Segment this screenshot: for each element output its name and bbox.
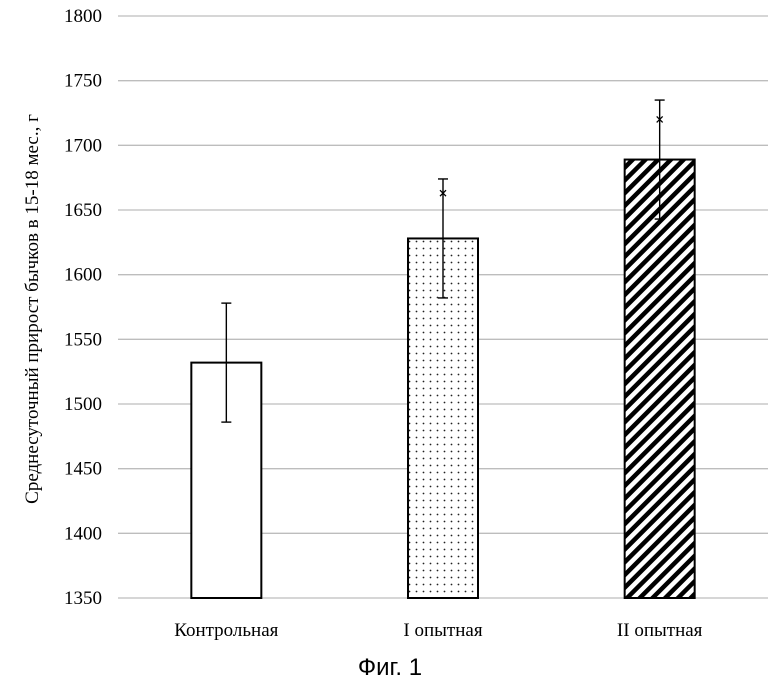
y-tick-label: 1450	[64, 459, 102, 480]
figure-caption: Фиг. 1	[0, 654, 780, 682]
x-axis-categories: Контрольная I опытная II опытная	[174, 620, 702, 641]
y-axis-ticks: 1350 1400 1450 1500 1550 1600 1650 1700 1750 1800	[64, 6, 102, 609]
y-tick-label: 1350	[64, 588, 102, 609]
y-tick-label: 1500	[64, 394, 102, 415]
y-tick-label: 1400	[64, 523, 102, 544]
y-tick-label: 1650	[64, 200, 102, 221]
x-category-label: I опытная	[403, 620, 482, 641]
bars	[191, 100, 694, 598]
y-tick-label: 1700	[64, 135, 102, 156]
x-category-label: Контрольная	[174, 620, 278, 641]
y-tick-label: 1800	[64, 6, 102, 27]
y-tick-label: 1600	[64, 265, 102, 286]
y-tick-label: 1550	[64, 329, 102, 350]
bar-3	[625, 160, 695, 598]
x-category-label: II опытная	[617, 620, 703, 641]
bar-chart: 1350 1400 1450 1500 1550 1600 1650 1700 1750 1800…	[0, 0, 780, 650]
y-axis-label: Среднесуточный прирост бычков в 15-18 ме…	[22, 114, 43, 504]
y-tick-label: 1750	[64, 71, 102, 92]
